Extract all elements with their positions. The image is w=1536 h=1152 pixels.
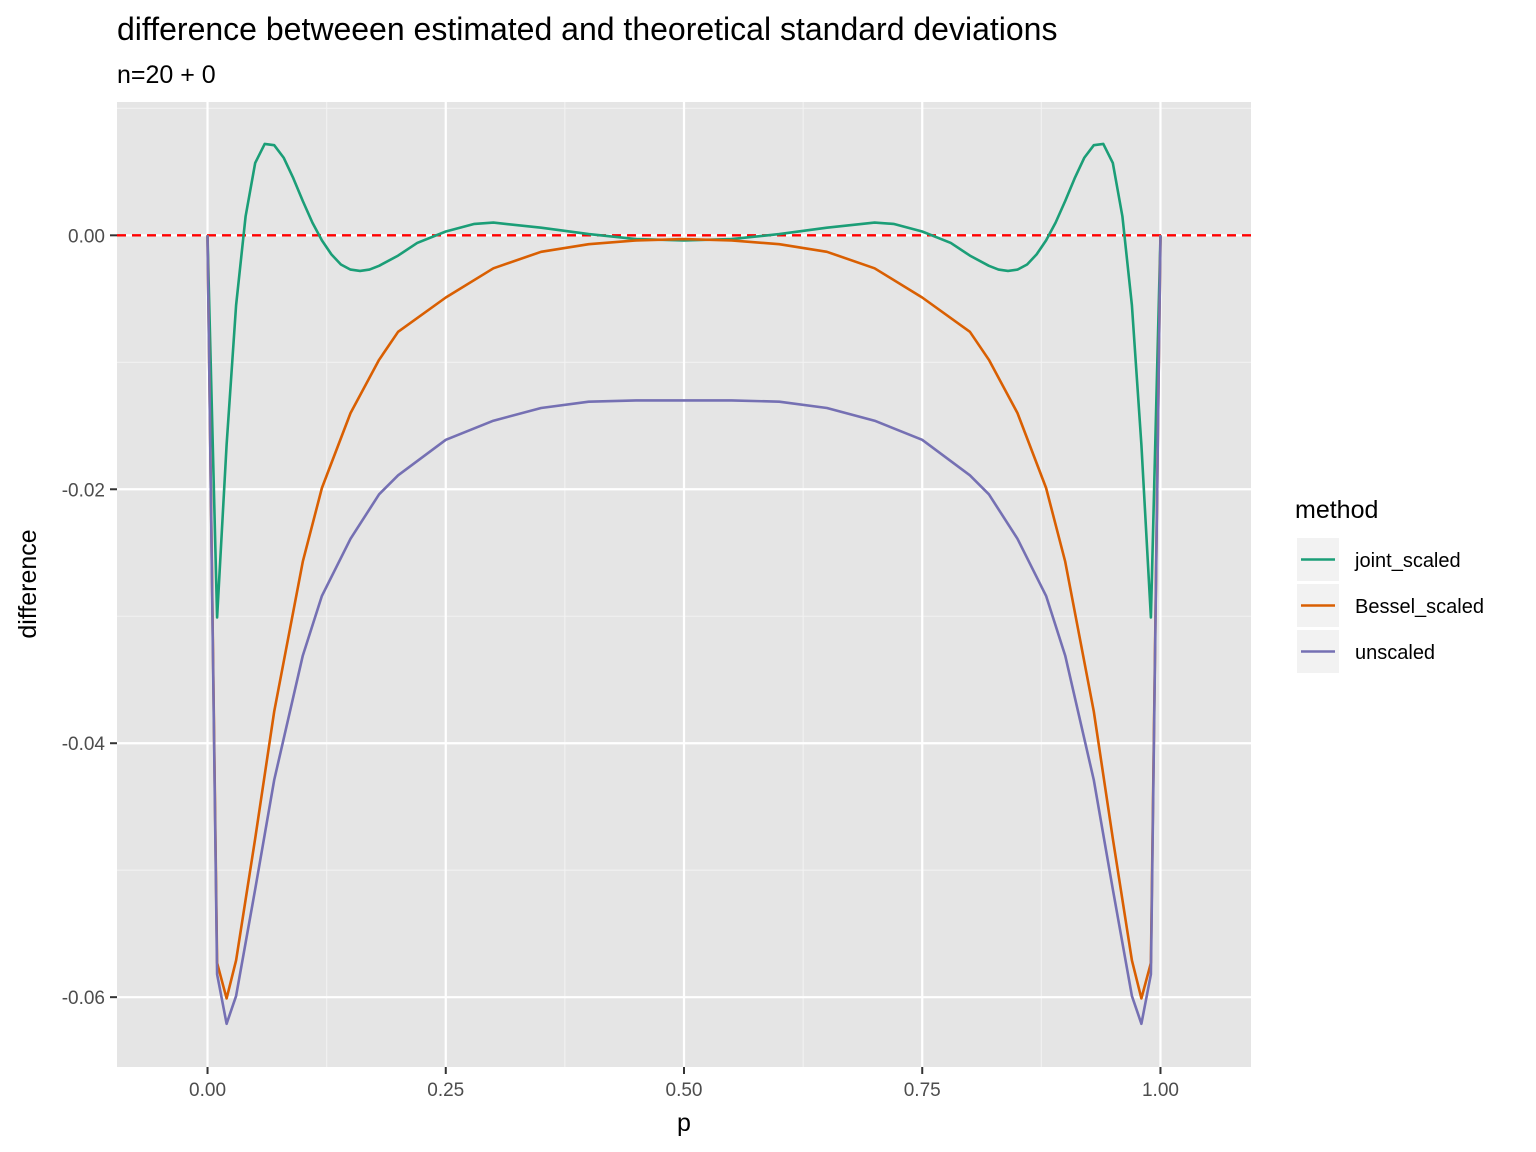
x-tick-label: 0.25: [427, 1080, 464, 1101]
x-tick-label: 1.00: [1142, 1080, 1179, 1101]
series-line-bessel-scaled: [206, 235, 1162, 1000]
series-line-unscaled: [206, 235, 1162, 1026]
x-tick-label: 0.50: [666, 1080, 703, 1101]
y-tick-label: -0.04: [62, 734, 106, 755]
y-tick-label: 0.00: [68, 226, 105, 247]
chart-subtitle: n=20 + 0: [117, 61, 216, 89]
legend-label-joint-scaled: joint_scaled: [1354, 550, 1461, 572]
chart-title: difference betweeen estimated and theore…: [117, 11, 1057, 47]
legend-label-unscaled: unscaled: [1355, 642, 1435, 664]
legend-label-bessel-scaled: Bessel_scaled: [1355, 596, 1484, 618]
legend: method joint_scaled Bessel_scaled unscaled: [1295, 496, 1484, 673]
legend-items: joint_scaled Bessel_scaled unscaled: [1297, 538, 1484, 673]
series-lines: [206, 142, 1162, 1026]
x-tick-label: 0.00: [189, 1080, 226, 1101]
y-tick-label: -0.06: [62, 988, 105, 1009]
y-axis-title: difference: [14, 529, 42, 638]
x-axis-title: p: [677, 1109, 691, 1137]
y-tick-label: -0.02: [62, 480, 105, 501]
legend-title: method: [1295, 496, 1378, 524]
x-tick-label: 0.75: [904, 1080, 941, 1101]
y-axis-ticks: 0.00 -0.02 -0.04 -0.06: [62, 226, 117, 1009]
x-axis-ticks: 0.00 0.25 0.50 0.75 1.00: [189, 1067, 1179, 1101]
